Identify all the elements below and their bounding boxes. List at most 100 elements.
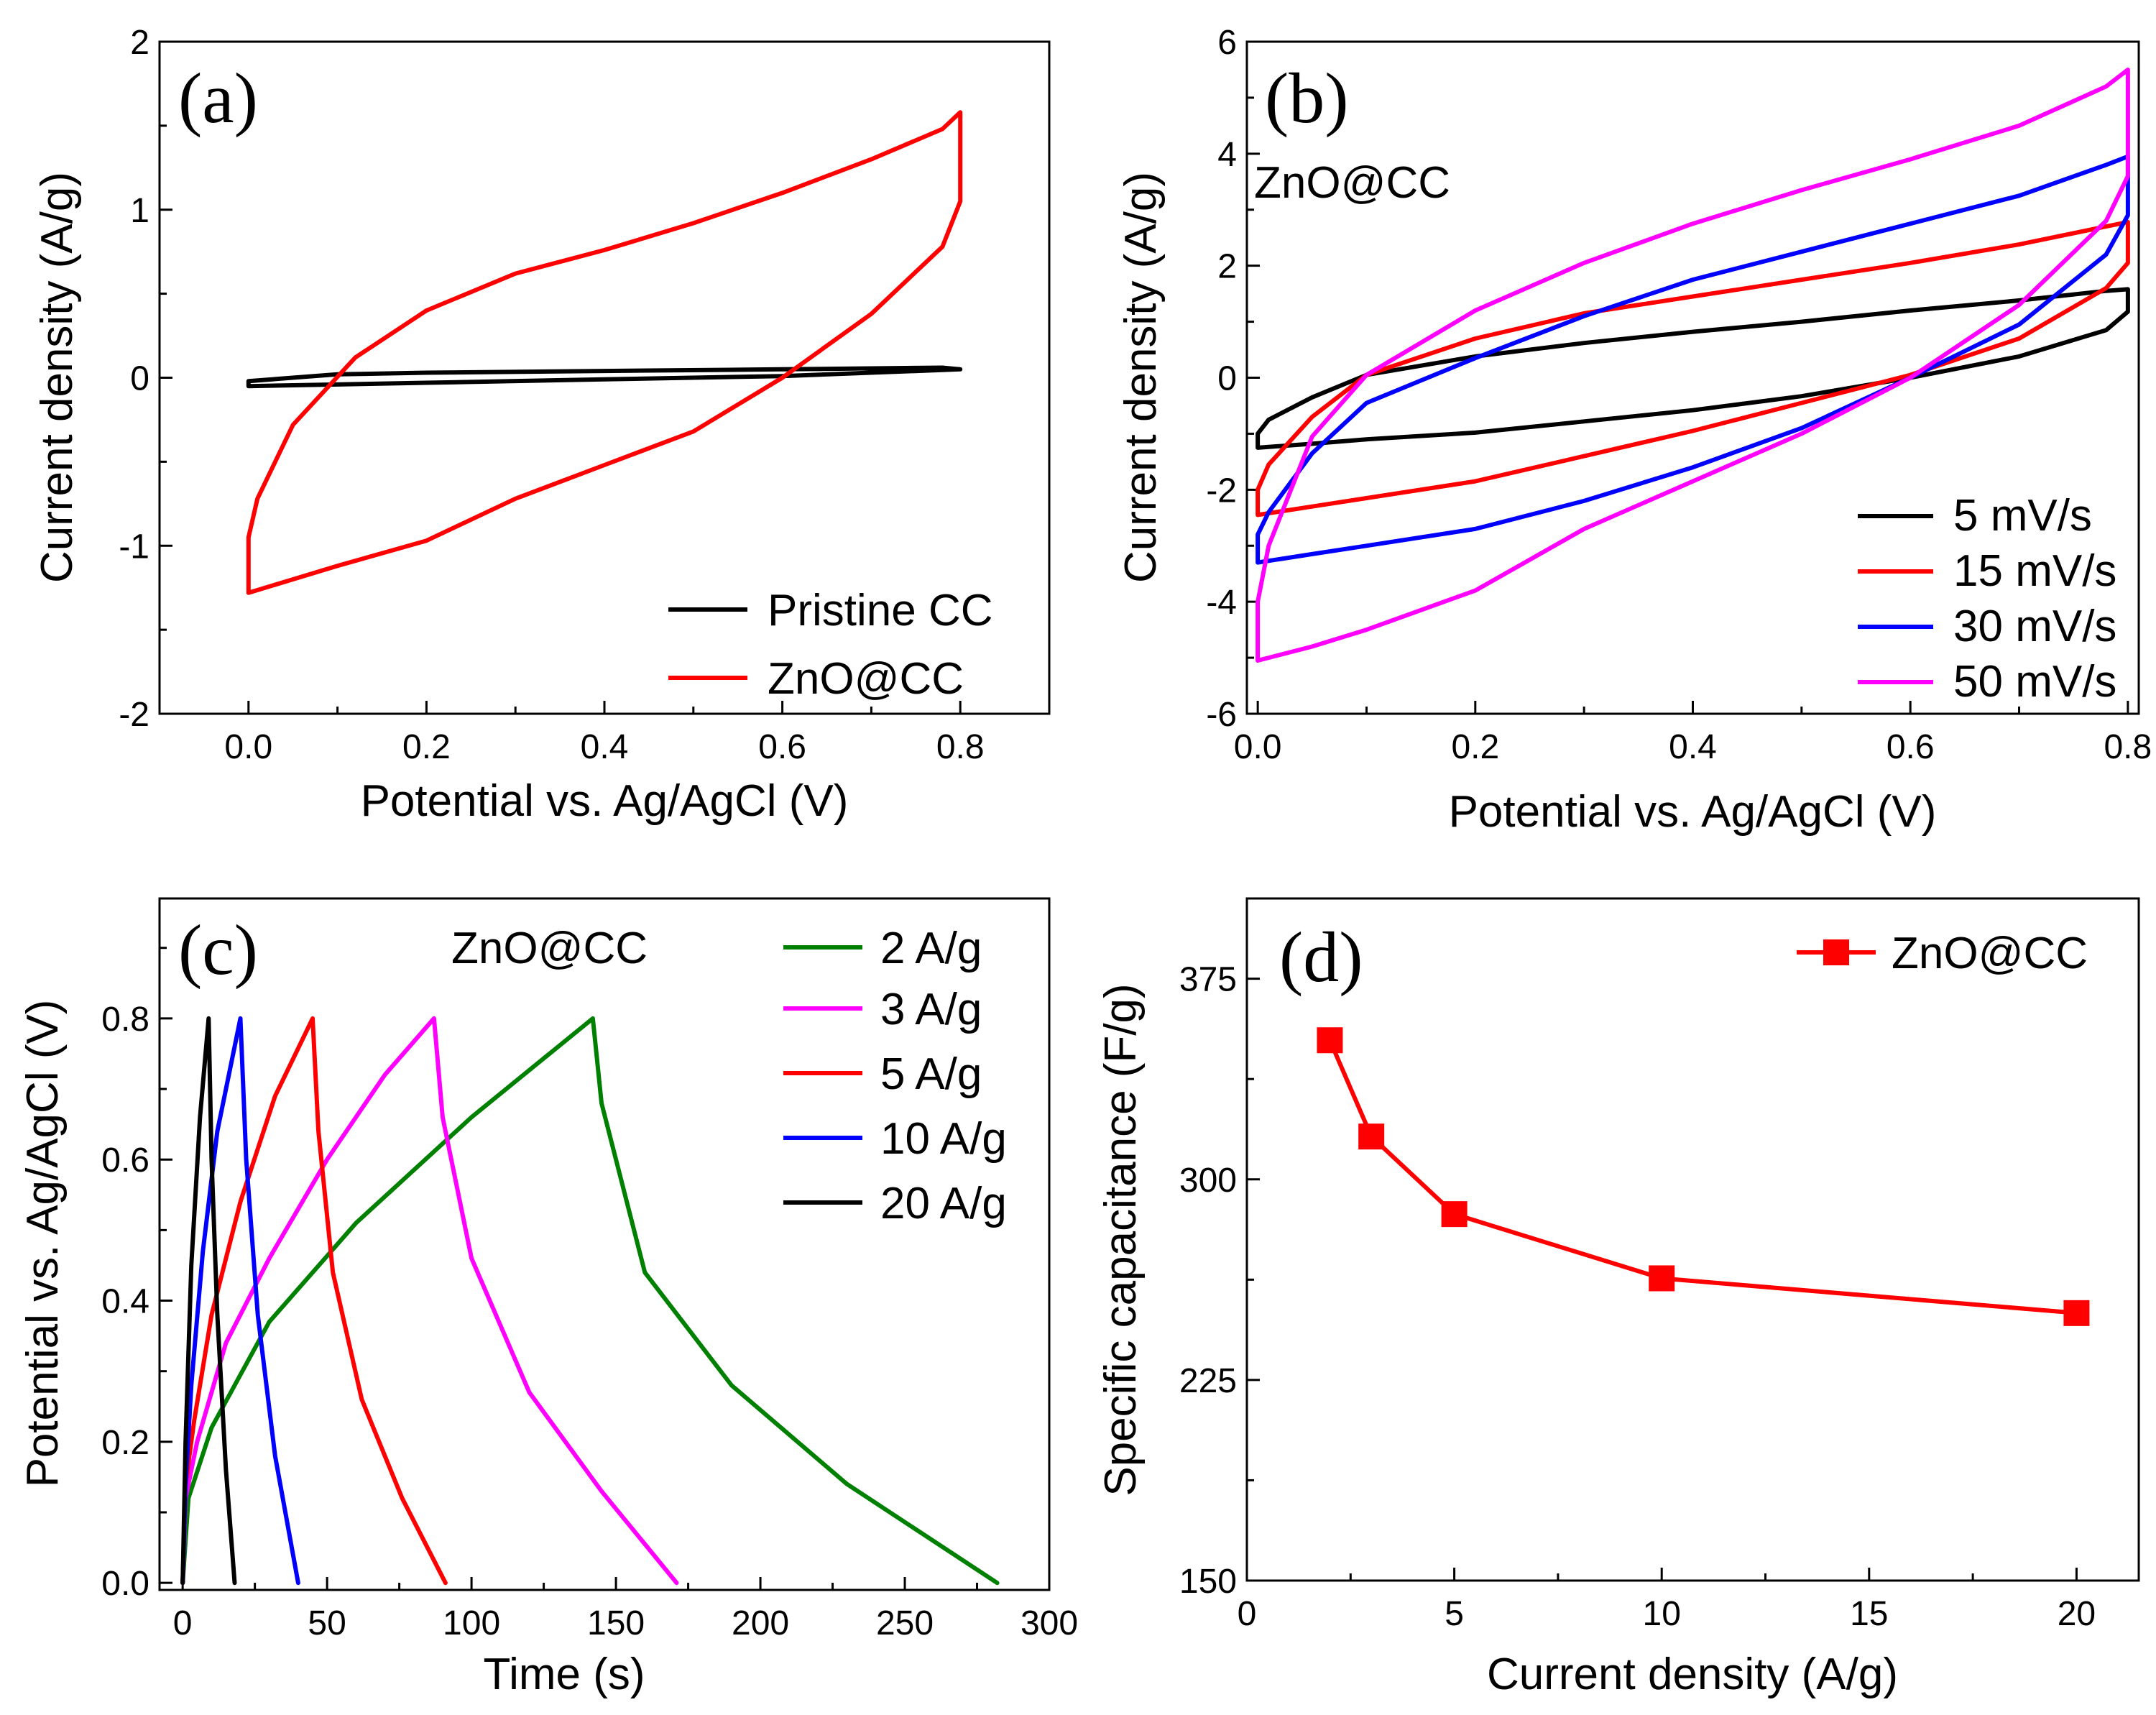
legend-label-15mvs: 15 mV/s bbox=[1953, 546, 2116, 596]
panel-c-series-10-a-g bbox=[180, 1016, 300, 1586]
panel-b-ylabel: Current density (A/g) bbox=[1116, 172, 1166, 583]
panel-a-xtick-label: 0.6 bbox=[758, 728, 806, 766]
panel-c-xtick-label: 100 bbox=[443, 1604, 500, 1642]
panel-b: 0.0 0.2 0.4 0.6 0.8 -6 -4 -2 0 2 4 6 (b) ZnO@CC Pot… bbox=[1116, 24, 2152, 837]
panel-b-label: (b) bbox=[1265, 58, 1349, 138]
panel-b-series-15-mv-s bbox=[1256, 219, 2130, 518]
panel-c-ytick-label: 0.0 bbox=[101, 1565, 149, 1603]
panel-c-series-5-a-g bbox=[180, 1016, 448, 1586]
legend-label-5ag: 5 A/g bbox=[880, 1049, 982, 1099]
panel-d-xlabel: Current density (A/g) bbox=[1487, 1650, 1898, 1699]
panel-d-point-zno-cc bbox=[1649, 1265, 1675, 1292]
legend-label-zno-cc: ZnO@CC bbox=[768, 654, 964, 704]
legend-label-2ag: 2 A/g bbox=[880, 924, 982, 973]
panel-a-ticks: 0.0 0.2 0.4 0.6 0.8 -2 -1 0 1 2 bbox=[119, 24, 1051, 766]
panel-a-xtick-label: 0.4 bbox=[581, 728, 629, 766]
panel-c-annotation: ZnO@CC bbox=[451, 924, 648, 973]
panel-a-series-pristine-cc bbox=[246, 365, 963, 389]
panel-d-legend: ZnO@CC bbox=[1797, 929, 2088, 978]
panel-b-series-5-mv-s bbox=[1256, 287, 2130, 450]
panel-b-ytick-label: 0 bbox=[1217, 360, 1237, 398]
panel-d-point-zno-cc bbox=[1441, 1201, 1468, 1228]
panel-a-xtick-label: 0.0 bbox=[224, 728, 272, 766]
panel-b-ytick-label: -6 bbox=[1206, 696, 1237, 734]
legend-label-5mvs: 5 mV/s bbox=[1953, 491, 2092, 541]
panel-c-label: (c) bbox=[178, 910, 258, 990]
panel-c-xtick-label: 50 bbox=[308, 1604, 346, 1642]
panel-b-ytick-label: 4 bbox=[1217, 136, 1237, 174]
panel-d-xtick-label: 5 bbox=[1445, 1595, 1464, 1633]
panel-b-xlabel: Potential vs. Ag/AgCl (V) bbox=[1449, 787, 1937, 837]
panel-a-legend: Pristine CC ZnO@CC bbox=[668, 586, 993, 704]
panel-a-ytick-label: 1 bbox=[130, 192, 149, 230]
panel-b-ytick-label: 6 bbox=[1217, 24, 1237, 62]
panel-a-xlabel: Potential vs. Ag/AgCl (V) bbox=[361, 776, 849, 826]
panel-b-legend: 5 mV/s 15 mV/s 30 mV/s 50 mV/s bbox=[1858, 491, 2116, 707]
panel-d-xtick-label: 20 bbox=[2058, 1595, 2096, 1633]
panel-b-ytick-label: -4 bbox=[1206, 584, 1237, 622]
legend-marker-zno-cc-d bbox=[1823, 939, 1849, 965]
panel-b-xtick-label: 0.0 bbox=[1234, 728, 1282, 766]
panel-a-ytick-label: -1 bbox=[119, 528, 149, 566]
panel-d-xtick-label: 0 bbox=[1238, 1595, 1257, 1633]
panel-a-xtick-label: 0.2 bbox=[402, 728, 451, 766]
panel-c-series-2-a-g bbox=[180, 1016, 1000, 1586]
panel-b-xtick-label: 0.4 bbox=[1669, 728, 1717, 766]
panel-d-point-zno-cc bbox=[1317, 1027, 1343, 1054]
panel-d-label: (d) bbox=[1279, 917, 1363, 997]
panel-c-xtick-label: 250 bbox=[876, 1604, 934, 1642]
panel-d-xtick-label: 15 bbox=[1850, 1595, 1888, 1633]
panel-b-series-50-mv-s bbox=[1256, 68, 2130, 663]
panel-d-ytick-label: 150 bbox=[1179, 1563, 1237, 1601]
panel-b-xtick-label: 0.2 bbox=[1451, 728, 1499, 766]
panel-d-point-zno-cc bbox=[1358, 1123, 1385, 1150]
panel-c-frame bbox=[158, 897, 1051, 1591]
panel-b-xtick-label: 0.6 bbox=[1886, 728, 1935, 766]
panel-b-annotation: ZnO@CC bbox=[1254, 158, 1450, 208]
panel-b-xtick-label: 0.8 bbox=[2104, 728, 2152, 766]
panel-d-ylabel: Specific capacitance (F/g) bbox=[1096, 983, 1146, 1496]
panel-d-curves bbox=[1317, 1027, 2090, 1326]
panel-b-ytick-label: -2 bbox=[1206, 472, 1237, 510]
legend-label-zno-cc-d: ZnO@CC bbox=[1892, 929, 2088, 978]
panel-c-xlabel: Time (s) bbox=[484, 1650, 645, 1699]
panel-d-frame bbox=[1245, 897, 2140, 1582]
panel-a-xtick-label: 0.8 bbox=[936, 728, 985, 766]
panel-d-ytick-label: 225 bbox=[1179, 1362, 1237, 1400]
panel-a-label: (a) bbox=[178, 58, 258, 138]
panel-d-ytick-label: 375 bbox=[1179, 961, 1237, 999]
panel-c-xtick-label: 200 bbox=[732, 1604, 789, 1642]
panel-b-ticks: 0.0 0.2 0.4 0.6 0.8 -6 -4 -2 0 2 4 6 bbox=[1206, 24, 2152, 766]
panel-c-series-20-a-g bbox=[180, 1016, 237, 1586]
panel-a-ytick-label: 0 bbox=[130, 360, 149, 398]
panel-a-series-zno-cc bbox=[246, 110, 963, 595]
panel-c-ticks: 0 50 100 150 200 250 300 0.0 0.2 0.4 0.6 0.8 bbox=[101, 947, 1078, 1642]
legend-label-50mvs: 50 mV/s bbox=[1953, 657, 2116, 707]
legend-label-10ag: 10 A/g bbox=[880, 1114, 1007, 1164]
legend-label-pristine-cc: Pristine CC bbox=[768, 586, 993, 635]
panel-b-curves bbox=[1256, 68, 2130, 663]
panel-d-xtick-label: 10 bbox=[1643, 1595, 1681, 1633]
panel-a-ytick-label: 2 bbox=[130, 24, 149, 62]
panel-c-xtick-label: 300 bbox=[1021, 1604, 1078, 1642]
legend-label-30mvs: 30 mV/s bbox=[1953, 602, 2116, 651]
panel-c-legend: 2 A/g 3 A/g 5 A/g 10 A/g 20 A/g bbox=[783, 924, 1007, 1228]
panel-c-ylabel: Potential vs. Ag/AgCl (V) bbox=[18, 1000, 68, 1488]
panel-a-ylabel: Current density (A/g) bbox=[32, 172, 82, 583]
legend-label-3ag: 3 A/g bbox=[880, 985, 982, 1034]
panel-a: 0.0 0.2 0.4 0.6 0.8 -2 -1 0 1 2 (a) Potential vs.… bbox=[32, 24, 1051, 826]
legend-label-20ag: 20 A/g bbox=[880, 1179, 1007, 1228]
panel-b-ytick-label: 2 bbox=[1217, 248, 1237, 286]
panel-c-ytick-label: 0.2 bbox=[101, 1424, 149, 1462]
panel-a-ytick-label: -2 bbox=[119, 696, 149, 734]
panel-c-ytick-label: 0.6 bbox=[101, 1141, 149, 1180]
panel-d-series-zno-cc bbox=[1327, 1038, 2079, 1315]
panel-d-ticks: 0 5 10 15 20 150 225 300 375 bbox=[1179, 961, 2096, 1633]
panel-c-curves bbox=[180, 1016, 1000, 1586]
panel-b-series-30-mv-s bbox=[1256, 154, 2130, 565]
panel-c-ytick-label: 0.8 bbox=[101, 1001, 149, 1039]
panel-c-ytick-label: 0.4 bbox=[101, 1283, 149, 1321]
panel-a-curves bbox=[246, 110, 963, 595]
panel-d: 0 5 10 15 20 150 225 300 375 (d) Current density… bbox=[1096, 897, 2140, 1699]
